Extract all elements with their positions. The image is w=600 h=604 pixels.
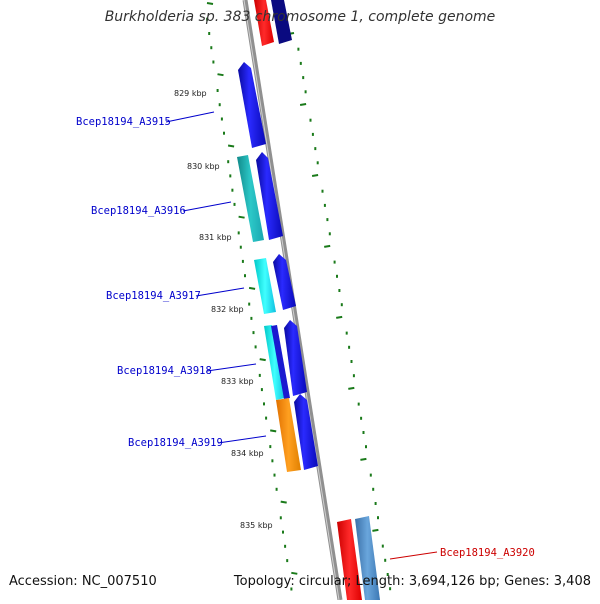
feature-top-navy[interactable] [271, 0, 292, 44]
feature-a3915-arrow[interactable] [238, 62, 266, 148]
ring-major-tick [280, 500, 287, 504]
feature-a3920-steel[interactable] [355, 516, 380, 600]
gene-label-a3917[interactable]: Bcep18194_A3917 [106, 290, 201, 302]
gene-leader-lines [165, 111, 438, 560]
ring-major-tick [299, 103, 307, 106]
leader-a3916 [182, 201, 232, 212]
feature-a3918-blue-strip[interactable] [271, 325, 290, 399]
ring-major-tick [206, 2, 214, 5]
kbp-label: 833 kbp [221, 377, 254, 386]
ring-major-tick [360, 457, 367, 461]
ring-major-tick [372, 528, 379, 532]
accession-text: Accession: NC_007510 [9, 574, 157, 589]
feature-top-red[interactable] [254, 0, 274, 46]
tick-rings [206, 2, 392, 591]
feature-a3920-red[interactable] [337, 519, 362, 600]
feature-a3917-arrow[interactable] [273, 254, 296, 310]
gene-label-a3918[interactable]: Bcep18194_A3918 [117, 365, 212, 377]
kbp-label: 834 kbp [231, 449, 264, 458]
feature-a3916-arrow[interactable] [256, 152, 283, 240]
map-title: Burkholderia sp. 383 chromosome 1, compl… [104, 9, 496, 25]
ring-major-tick [348, 386, 355, 390]
gene-label-a3915[interactable]: Bcep18194_A3915 [76, 116, 171, 128]
feature-a3918-arrow[interactable] [284, 320, 307, 396]
feature-a3919-orange[interactable] [276, 398, 301, 472]
kbp-label: 835 kbp [240, 521, 273, 530]
ring-major-tick [259, 358, 266, 362]
gene-labels: Bcep18194_A3915 Bcep18194_A3916 Bcep1819… [76, 116, 535, 559]
kbp-label: 831 kbp [199, 233, 232, 242]
leader-a3920 [389, 551, 438, 560]
ring-major-tick [238, 215, 245, 219]
gene-label-a3920[interactable]: Bcep18194_A3920 [440, 547, 535, 559]
feature-a3919-arrow[interactable] [294, 394, 318, 470]
gene-label-a3916[interactable]: Bcep18194_A3916 [91, 205, 186, 217]
ring-major-tick [248, 286, 256, 290]
feature-a3917-cyan[interactable] [254, 258, 276, 314]
ring-major-tick [311, 174, 319, 177]
gene-label-a3919[interactable]: Bcep18194_A3919 [128, 437, 223, 449]
leader-a3915 [165, 111, 215, 123]
ring-major-tick [227, 144, 235, 148]
ring-major-tick [336, 315, 343, 319]
genome-stats-text: Topology: circular; Length: 3,694,126 bp… [233, 574, 591, 589]
ring-major-tick [291, 571, 298, 575]
feature-a3918-cyan[interactable] [264, 325, 285, 400]
leader-a3919 [217, 435, 267, 444]
kbp-tick-labels: 829 kbp 830 kbp 831 kbp 832 kbp 833 kbp … [174, 89, 273, 530]
ring-major-tick [324, 244, 331, 248]
leader-a3917 [195, 287, 245, 297]
ring-major-tick [270, 429, 277, 433]
leader-a3918 [206, 363, 257, 372]
kbp-label: 830 kbp [187, 162, 220, 171]
ring-major-tick [217, 73, 224, 77]
kbp-label: 829 kbp [174, 89, 207, 98]
feature-a3916-teal[interactable] [237, 155, 264, 242]
kbp-label: 832 kbp [211, 305, 244, 314]
